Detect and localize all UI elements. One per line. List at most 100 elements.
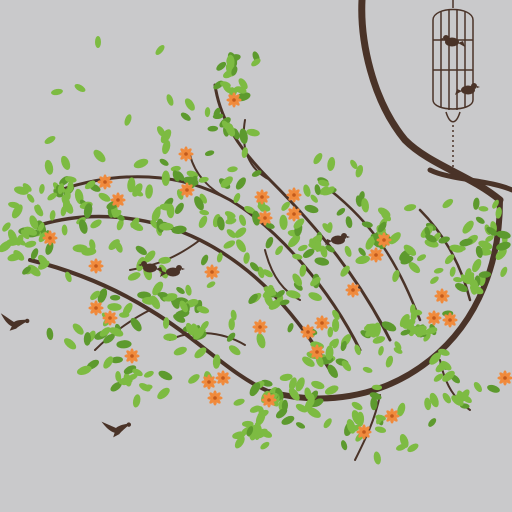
leaf	[14, 186, 29, 195]
leaf	[248, 293, 258, 304]
leaf	[193, 326, 205, 340]
leaf	[103, 333, 115, 344]
leaf	[115, 371, 122, 382]
leaf	[233, 192, 241, 204]
leaf	[370, 396, 378, 411]
leaf	[373, 451, 381, 465]
leaf	[152, 281, 164, 296]
leaf	[241, 147, 248, 159]
leaf	[176, 286, 185, 295]
leaf	[424, 226, 431, 237]
leaf	[487, 384, 500, 393]
leaf	[287, 323, 294, 333]
leaf	[99, 327, 111, 337]
leaf	[143, 370, 154, 378]
flower	[254, 189, 270, 205]
cage-body	[432, 8, 474, 110]
flowers-layer	[42, 92, 512, 440]
leaf	[37, 222, 45, 232]
leaf	[257, 203, 271, 212]
leaf	[90, 290, 101, 301]
leaf	[314, 257, 330, 266]
leaf	[246, 426, 254, 437]
leaf	[424, 397, 432, 411]
leaf	[381, 321, 397, 332]
leaf	[249, 262, 260, 272]
leaf	[45, 241, 54, 255]
flower	[497, 370, 512, 386]
leaf	[235, 177, 246, 190]
leaf	[416, 254, 427, 262]
leaf	[180, 112, 191, 121]
leaf	[311, 380, 325, 390]
leaf	[114, 241, 123, 253]
leaf	[234, 227, 247, 238]
leaf	[142, 296, 157, 305]
flying-bird	[101, 421, 132, 438]
leaf	[158, 370, 173, 381]
leaf	[470, 279, 479, 295]
leaf	[399, 313, 410, 328]
leaf	[356, 411, 365, 427]
leaf	[171, 225, 187, 234]
leaf	[355, 164, 364, 178]
leaf	[249, 405, 262, 413]
leaf	[83, 332, 92, 346]
leaf	[395, 443, 407, 451]
leaf	[135, 245, 147, 256]
leaf	[267, 284, 275, 297]
leaf	[47, 192, 58, 201]
leaf	[110, 356, 123, 364]
leaf	[430, 276, 439, 284]
leaf	[249, 382, 261, 397]
leaf	[400, 329, 411, 336]
perched-bird	[160, 265, 185, 277]
leaf	[29, 215, 39, 230]
leaf	[252, 210, 261, 226]
leaf	[30, 248, 39, 260]
leaf	[157, 291, 168, 298]
leaf	[362, 366, 373, 373]
leaf	[416, 328, 426, 338]
floating-leaf	[44, 136, 56, 144]
flower	[309, 344, 325, 360]
leaf	[231, 65, 238, 76]
leaf	[256, 333, 266, 349]
leaf	[199, 193, 208, 204]
leaf	[355, 195, 363, 207]
leaf	[372, 336, 386, 344]
leaf	[442, 392, 451, 404]
leaf	[194, 347, 207, 359]
leaf	[179, 300, 188, 313]
leaf	[127, 272, 141, 281]
leaf	[292, 273, 303, 287]
leaf	[219, 81, 231, 88]
leaf	[134, 190, 144, 197]
leaf	[199, 209, 210, 216]
leaf	[293, 218, 305, 229]
twig-g	[354, 394, 381, 461]
leaf	[442, 370, 455, 382]
leaf	[265, 236, 274, 249]
leaf	[24, 240, 37, 248]
leaf	[307, 393, 315, 407]
leaf	[409, 304, 416, 315]
leaf	[433, 267, 444, 274]
leaf	[438, 236, 450, 244]
leaf	[485, 235, 494, 242]
leaf	[336, 207, 346, 216]
leaf	[324, 385, 339, 395]
leaf	[354, 344, 361, 356]
leaf	[216, 61, 227, 71]
leaf	[408, 262, 421, 274]
leaf	[433, 373, 444, 382]
flower	[201, 374, 217, 390]
leaf	[325, 245, 335, 253]
leaf	[118, 377, 133, 386]
leaf	[314, 240, 322, 252]
leaf	[185, 284, 192, 296]
leaf	[238, 214, 247, 226]
leaf	[281, 201, 290, 211]
leaf	[288, 234, 301, 248]
flower	[88, 258, 104, 274]
